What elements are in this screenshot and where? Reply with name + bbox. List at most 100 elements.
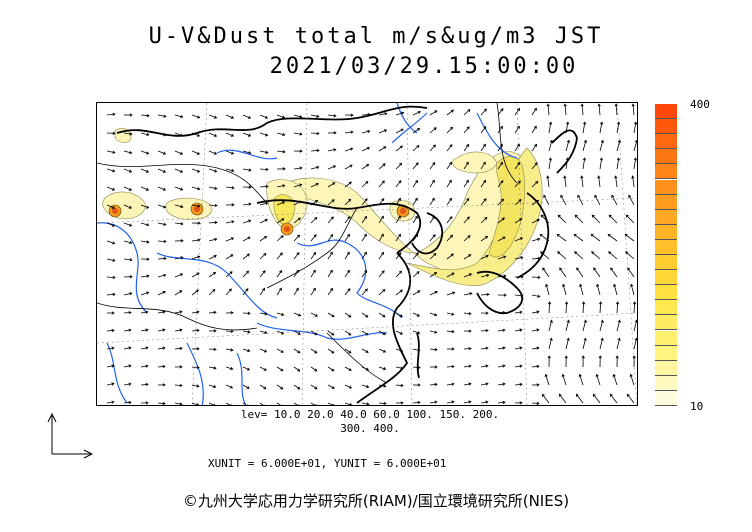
wind-arrowhead [299,132,303,136]
wind-arrow [540,214,550,224]
wind-arrow [310,402,316,405]
wind-arrow [625,251,635,260]
wind-arrow [174,402,182,405]
wind-arrowhead [112,241,116,245]
wind-arrowhead [581,355,585,359]
wind-arrowhead [248,202,252,206]
wind-arrowhead [366,402,370,405]
wind-arrowhead [129,258,133,262]
wind-arrowhead [634,319,637,323]
wind-arrow [463,401,471,404]
wind-arrowhead [417,128,421,131]
wind-arrow [327,348,335,354]
wind-arrow [463,235,471,242]
wind-arrow [344,181,352,188]
wind-arrowhead [264,218,268,222]
wind-arrow [480,383,488,386]
wind-arrowhead [230,366,234,371]
wind-arrowhead [609,393,613,397]
wind-arrowhead [196,347,200,351]
wind-arrow [225,114,234,119]
wind-arrowhead [549,139,553,143]
wind-arrow [565,140,570,152]
wind-arrowhead [383,384,387,388]
wind-arrowhead [557,214,561,218]
wind-arrowhead [281,218,285,222]
wind-arrow [616,122,620,134]
wind-arrowhead [467,235,471,239]
wind-arrow [531,257,541,260]
wind-arrowhead [400,349,404,353]
wind-arrowhead [502,236,506,240]
wind-arrow [497,198,504,206]
wind-arrow [548,338,552,350]
wind-arrowhead [128,187,133,191]
wind-arrowhead [433,127,437,131]
wind-arrowhead [246,367,251,371]
wind-arrow [593,267,601,278]
wind-arrowhead [129,132,133,136]
contour-levels-line2: 300. 400. [340,422,400,435]
wind-arrowhead [296,234,301,238]
wind-arrowhead [563,175,567,179]
wind-arrowhead [179,346,183,351]
wind-arrowhead [330,216,334,220]
wind-arrow [293,270,299,278]
wind-arrow [395,270,402,278]
wind-arrowhead [248,168,252,172]
wind-arrowhead [229,385,234,389]
wind-arrow [344,148,353,152]
wind-arrowhead [500,161,503,165]
colorbar-step [655,315,677,331]
wind-arrow [259,330,267,334]
wind-arrowhead [614,175,618,179]
wind-arrowhead [331,350,335,354]
wind-arrow [412,366,421,369]
wind-arrow [378,384,386,387]
wind-arrowhead [594,194,598,198]
wind-arrowhead [485,400,489,404]
wind-arrow [259,219,268,224]
wind-arrow [106,293,116,296]
wind-arrow [395,348,403,352]
wind-arrowhead [417,348,421,352]
wind-arrowhead [196,403,199,405]
wind-arrowhead [248,185,252,189]
wind-arrowhead [451,347,455,351]
wind-arrowhead [330,287,334,291]
wind-arrow [480,255,489,260]
wind-arrow [242,270,249,278]
wind-arrow [208,348,217,350]
wind-arrowhead [399,145,403,149]
wind-arrowhead [485,382,489,386]
wind-arrowhead [363,233,367,237]
wind-arrowhead [363,251,367,255]
wind-arrow [344,366,352,371]
colorbar-step [655,224,677,240]
wind-arrowhead [331,314,335,318]
wind-arrow [446,234,453,242]
wind-arrow [395,289,403,296]
wind-arrowhead [230,311,234,315]
wind-arrowhead [247,115,252,119]
wind-arrow [106,383,114,386]
wind-arrow [106,150,115,153]
wind-arrowhead [541,393,545,397]
wind-arrow [327,165,336,170]
wind-arrow [157,291,166,296]
wind-arrowhead [112,131,116,135]
wind-arrow [559,267,567,278]
wind-arrowhead [162,169,167,173]
wind-arrowhead [129,151,133,155]
wind-arrowhead [519,310,523,314]
wind-arrow [514,199,522,206]
wind-arrow [174,168,183,173]
wind-arrowhead [468,382,472,386]
wind-arrow [541,394,550,404]
wind-arrowhead [146,240,150,244]
wind-arrowhead [281,201,286,205]
wind-arrowhead [564,355,568,359]
wind-arrowhead [146,151,150,155]
wind-arrow [174,329,182,332]
wind-arrowhead [162,290,166,294]
